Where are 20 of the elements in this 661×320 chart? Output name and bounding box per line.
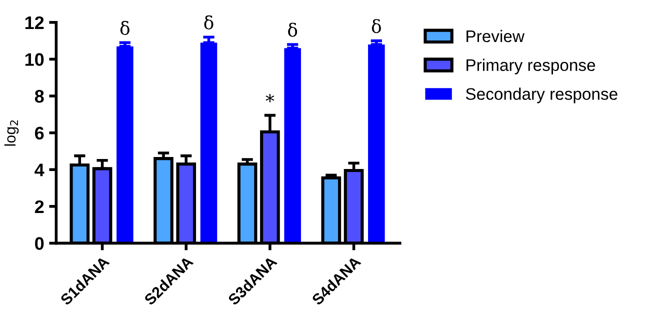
y-tick-label: 0 <box>35 237 44 250</box>
legend-label: Primary response <box>466 58 596 74</box>
y-tick-label: 8 <box>34 90 44 103</box>
y-tick-label: 2 <box>34 200 44 213</box>
annotation: δ <box>120 20 130 35</box>
y-tick-label: 12 <box>25 16 44 29</box>
bar <box>368 44 385 244</box>
y-tick-label: 6 <box>35 126 44 140</box>
annotation: δ <box>204 15 214 30</box>
annotation: δ <box>288 22 298 37</box>
legend-label: Secondary response <box>466 88 618 104</box>
legend-label: Preview <box>466 30 525 42</box>
y-tick-label: 10 <box>25 53 44 66</box>
y-axis-title: log$_{2}$ <box>4 120 19 146</box>
y-tick-label: 4 <box>34 164 44 176</box>
annotation: δ <box>372 19 381 34</box>
bar <box>200 42 218 244</box>
bar <box>116 46 134 244</box>
annotation: * <box>266 94 274 102</box>
bar <box>284 48 301 244</box>
